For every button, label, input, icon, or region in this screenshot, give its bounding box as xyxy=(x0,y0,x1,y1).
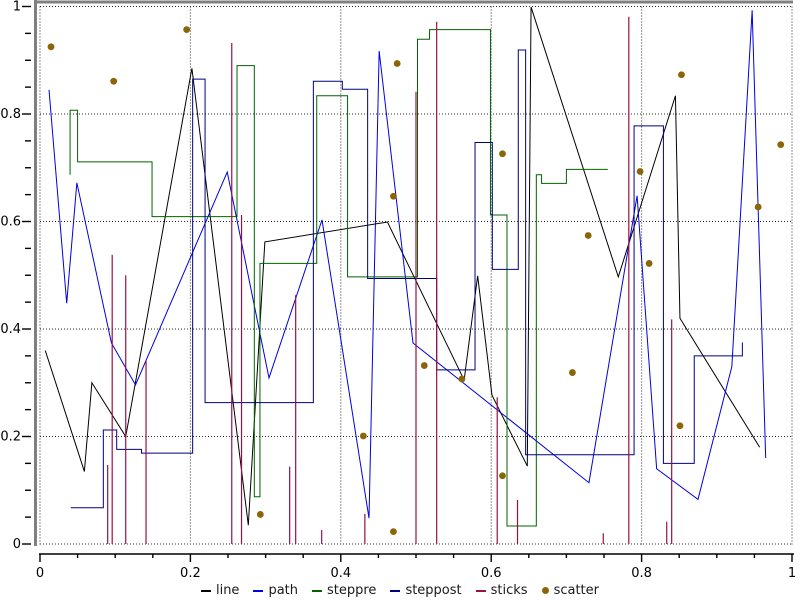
series-scatter-point xyxy=(754,203,762,211)
y-axis-tick-label: 0.8 xyxy=(0,107,21,122)
y-axis-tick-label: 0.2 xyxy=(0,430,21,445)
series-scatter-point xyxy=(359,432,367,440)
x-axis-tick-label: 0.8 xyxy=(631,566,652,581)
series-steppre xyxy=(69,29,608,527)
legend-path-dash-icon xyxy=(253,589,264,592)
series-scatter-point xyxy=(420,362,428,369)
chart-legend: line path steppre steppost sticks scatter xyxy=(0,581,800,600)
legend-scatter-dot-icon xyxy=(541,587,549,594)
legend-label: steppre xyxy=(327,583,377,598)
legend-steppre-dash-icon xyxy=(312,589,322,592)
series-scatter-point xyxy=(458,375,466,383)
legend-line-dash-icon xyxy=(200,589,211,592)
series-scatter-point xyxy=(645,260,653,267)
y-axis-tick-label: 0.4 xyxy=(0,322,21,337)
series-scatter-point xyxy=(584,232,592,239)
series-scatter-point xyxy=(678,71,685,79)
series-scatter-point xyxy=(47,43,55,51)
legend-label: line xyxy=(215,583,240,598)
x-axis-tick-label: 0.2 xyxy=(180,566,201,581)
legend-item-path: path xyxy=(253,583,298,598)
y-axis-tick-label: 0 xyxy=(13,537,21,552)
series-line xyxy=(44,6,761,526)
legend-steppost-dash-icon xyxy=(390,589,401,592)
series-scatter-point xyxy=(499,150,506,158)
x-axis-tick-label: 1 xyxy=(788,566,796,581)
legend-item-steppost: steppost xyxy=(390,583,462,598)
legend-label: steppost xyxy=(405,583,462,598)
x-axis-tick-label: 0 xyxy=(36,566,44,581)
series-scatter-point xyxy=(499,472,506,480)
legend-item-scatter: scatter xyxy=(541,583,600,598)
legend-item-steppre: steppre xyxy=(312,583,376,598)
series-scatter-point xyxy=(393,60,401,67)
series-scatter-point xyxy=(636,168,644,175)
x-axis-tick-label: 0.6 xyxy=(481,566,502,581)
x-axis-tick-label: 0.4 xyxy=(330,566,351,581)
series-scatter-point xyxy=(390,528,397,536)
series-scatter-point xyxy=(183,26,191,34)
series-scatter-point xyxy=(390,192,397,200)
series-scatter-point xyxy=(777,141,785,149)
legend-label: sticks xyxy=(490,583,528,598)
series-scatter-point xyxy=(110,77,118,85)
series-path xyxy=(48,10,767,519)
legend-item-sticks: sticks xyxy=(475,583,528,598)
y-axis-tick-label: 1 xyxy=(13,0,21,15)
series-scatter-point xyxy=(256,511,264,518)
y-axis-tick-label: 0.6 xyxy=(0,215,21,230)
series-scatter-point xyxy=(569,369,576,376)
legend-label: scatter xyxy=(553,583,600,598)
legend-label: path xyxy=(268,583,298,598)
legend-item-line: line xyxy=(200,583,240,598)
series-scatter-point xyxy=(676,422,684,430)
legend-sticks-dash-icon xyxy=(475,589,486,592)
